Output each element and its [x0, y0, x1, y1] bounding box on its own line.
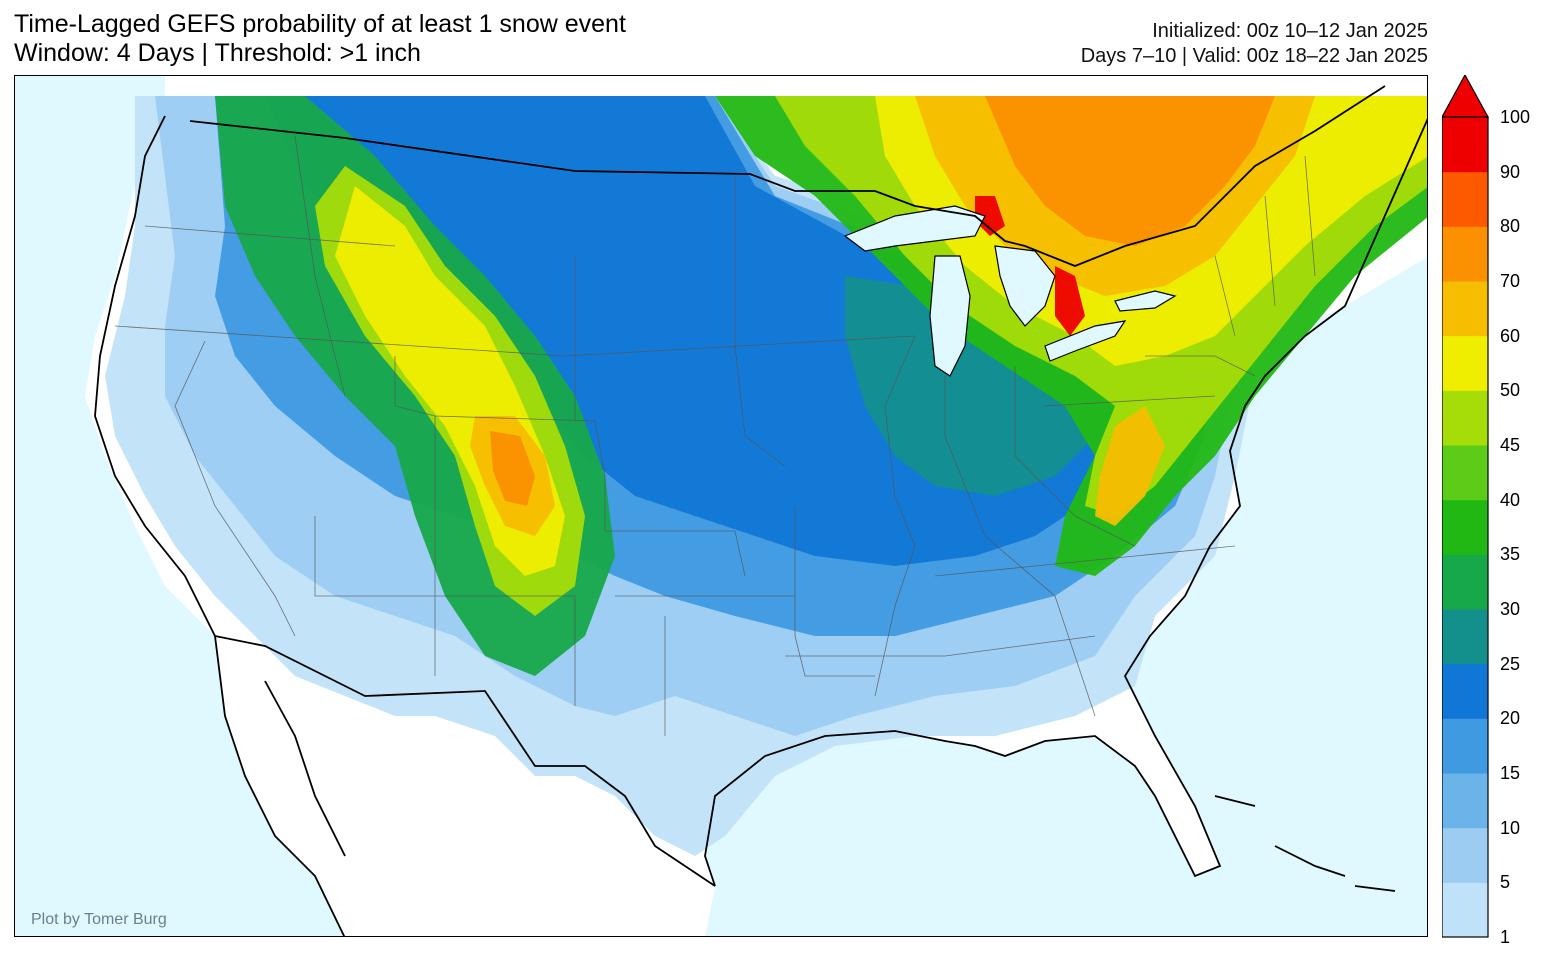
- colorbar-tick-label: 45: [1500, 435, 1521, 455]
- mexico-land: [215, 636, 715, 936]
- colorbar-svg: [1442, 75, 1490, 938]
- colorbar-tick-label: 60: [1500, 325, 1521, 346]
- us-mexico-border: [214, 635, 716, 887]
- colorbar-tick-label: 20: [1500, 708, 1521, 729]
- prob-level-14-lake-effect: [1055, 266, 1085, 336]
- map-subtitle: Window: 4 Days | Threshold: >1 inch: [14, 39, 421, 67]
- colorbar: 1 5 10 15 20 25 30 35 40 45 50 60 70 80 90 100: [1442, 75, 1550, 947]
- run-info: Initialized: 00z 10–12 Jan 2025 Days 7–1…: [1081, 19, 1428, 69]
- colorbar-tick-label: 30: [1500, 599, 1521, 619]
- prob-level-14-lake-superior: [975, 196, 1005, 236]
- colorbar-tick-label: 5: [1500, 872, 1511, 893]
- great-lakes: [843, 205, 1177, 377]
- colorbar-tick-label: 15: [1500, 763, 1521, 783]
- colorbar-swatch: [1442, 882, 1488, 938]
- colorbar-swatch: [1442, 335, 1488, 391]
- map-panel: Plot by Tomer Burg: [14, 75, 1428, 937]
- colorbar-tick-label: 90: [1500, 161, 1521, 182]
- colorbar-swatch: [1442, 445, 1488, 501]
- colorbar-swatch: [1442, 773, 1488, 829]
- init-time: Initialized: 00z 10–12 Jan 2025: [1152, 20, 1428, 42]
- colorbar-swatch: [1442, 117, 1488, 173]
- colorbar-swatch: [1442, 226, 1488, 282]
- colorbar-swatch: [1442, 663, 1488, 719]
- colorbar-tick-label: 25: [1500, 653, 1521, 674]
- lake-erie: [1044, 320, 1127, 362]
- caribbean-islands: [1214, 795, 1396, 892]
- probability-fill: [105, 96, 1427, 856]
- colorbar-tick-label: 1: [1500, 927, 1511, 947]
- colorbar-swatch: [1442, 390, 1488, 446]
- colorbar-tick-label: 100: [1500, 107, 1531, 127]
- atlantic-coast: [704, 118, 1427, 887]
- pacific-coast: [94, 115, 216, 637]
- lake-superior: [843, 205, 986, 252]
- colorbar-tick-label: 10: [1500, 817, 1521, 838]
- colorbar-swatch: [1442, 281, 1488, 337]
- map-title: Time-Lagged GEFS probability of at least…: [14, 10, 626, 38]
- colorbar-swatch: [1442, 554, 1488, 610]
- colorbar-swatch: [1442, 171, 1488, 227]
- prob-level-13-east: [985, 96, 1275, 246]
- colorbar-swatch: [1442, 499, 1488, 555]
- colorbar-frame: [1442, 116, 1489, 938]
- map-svg: Plot by Tomer Burg: [15, 76, 1427, 936]
- gulf-california: [264, 680, 346, 857]
- plot-credit: Plot by Tomer Burg: [31, 911, 167, 928]
- colorbar-tick-label: 80: [1500, 216, 1521, 237]
- colorbar-tick-label: 35: [1500, 544, 1521, 565]
- colorbar-extend-arrow: [1442, 75, 1490, 118]
- us-canada-border: [189, 85, 1386, 267]
- colorbar-tick-label: 70: [1500, 271, 1521, 291]
- lake-ontario: [1114, 290, 1177, 312]
- colorbar-swatch: [1442, 718, 1488, 774]
- colorbar-swatch: [1442, 609, 1488, 665]
- lake-huron: [994, 245, 1056, 327]
- colorbar-swatch: [1442, 827, 1488, 883]
- prob-level-12-appalachians: [1095, 406, 1165, 526]
- colorbar-tick-label: 50: [1500, 380, 1521, 401]
- state-lines: [114, 135, 1316, 736]
- baja-coast: [214, 635, 346, 936]
- lake-michigan: [929, 255, 971, 377]
- coast-borders: [94, 85, 1427, 936]
- prob-level-13-colorado: [490, 431, 535, 506]
- colorbar-tick-label: 40: [1500, 489, 1521, 510]
- valid-time: Days 7–10 | Valid: 00z 18–22 Jan 2025: [1080, 45, 1428, 67]
- title-block: Time-Lagged GEFS probability of at least…: [14, 10, 626, 68]
